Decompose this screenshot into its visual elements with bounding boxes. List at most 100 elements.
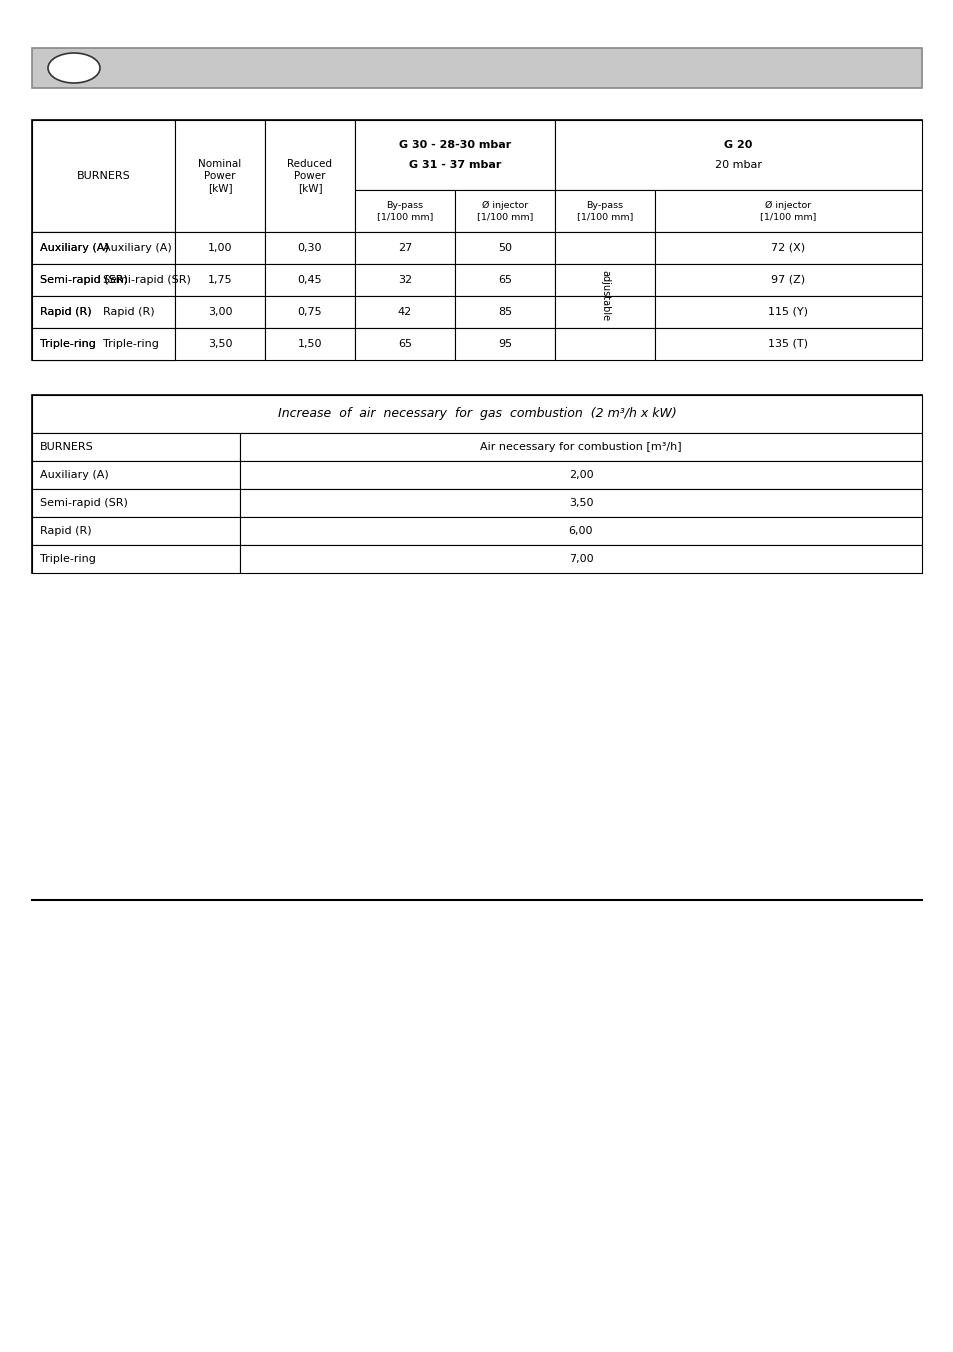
Bar (555, 264, 655, 296)
Text: 7,00: 7,00 (568, 554, 593, 564)
Bar (265, 264, 355, 296)
Text: 95: 95 (497, 339, 512, 349)
Bar (555, 120, 921, 191)
Bar (265, 329, 355, 360)
Text: Rapid (R): Rapid (R) (40, 307, 91, 316)
Bar (32, 264, 174, 296)
Text: 42: 42 (397, 307, 412, 316)
Bar (355, 233, 455, 264)
Bar (555, 296, 655, 329)
Text: 27: 27 (397, 243, 412, 253)
Bar (355, 264, 455, 296)
Bar (455, 329, 555, 360)
Text: 135 (T): 135 (T) (768, 339, 807, 349)
Bar (555, 191, 655, 233)
Bar (240, 545, 921, 573)
Text: 3,50: 3,50 (208, 339, 232, 349)
Text: Air necessary for combustion [m³/h]: Air necessary for combustion [m³/h] (479, 442, 681, 452)
Bar (32, 489, 240, 516)
Bar (32, 433, 240, 461)
Bar (355, 329, 455, 360)
Text: G 31 - 37 mbar: G 31 - 37 mbar (409, 160, 500, 170)
Text: Ø injector
[1/100 mm]: Ø injector [1/100 mm] (476, 201, 533, 220)
Text: Nominal
Power
[kW]: Nominal Power [kW] (198, 160, 241, 192)
Text: 3,00: 3,00 (208, 307, 232, 316)
Bar (32, 461, 240, 489)
Bar (455, 233, 555, 264)
Bar (174, 296, 265, 329)
Bar (32, 329, 174, 360)
Text: Auxiliary (A): Auxiliary (A) (40, 470, 109, 480)
Text: 0,75: 0,75 (297, 307, 322, 316)
Text: 1,00: 1,00 (208, 243, 232, 253)
Bar (32, 395, 921, 573)
Bar (32, 516, 240, 545)
Text: Rapid (R): Rapid (R) (40, 307, 91, 316)
Bar (655, 329, 921, 360)
Text: 97 (Z): 97 (Z) (771, 274, 804, 285)
Bar (32, 49, 921, 88)
Bar (32, 120, 174, 233)
Bar (355, 191, 455, 233)
Bar (32, 395, 921, 433)
Text: 20 mbar: 20 mbar (714, 160, 761, 170)
Text: 50: 50 (497, 243, 512, 253)
Text: Auxiliary (A): Auxiliary (A) (40, 243, 109, 253)
Text: By-pass
[1/100 mm]: By-pass [1/100 mm] (376, 201, 433, 220)
Text: 32: 32 (397, 274, 412, 285)
Text: 2,00: 2,00 (568, 470, 593, 480)
Text: Triple-ring: Triple-ring (103, 339, 159, 349)
Text: 0,30: 0,30 (297, 243, 322, 253)
Text: 1,75: 1,75 (208, 274, 233, 285)
Bar (32, 233, 174, 264)
Bar (174, 120, 265, 233)
Bar (174, 264, 265, 296)
Bar (32, 264, 174, 296)
Bar (355, 296, 455, 329)
Text: 65: 65 (497, 274, 512, 285)
Text: 72 (X): 72 (X) (771, 243, 804, 253)
Text: Reduced
Power
[kW]: Reduced Power [kW] (287, 160, 333, 192)
Text: Semi-rapid (SR): Semi-rapid (SR) (40, 274, 128, 285)
Bar (455, 296, 555, 329)
Bar (32, 545, 240, 573)
Bar (32, 296, 174, 329)
Text: Semi-rapid (SR): Semi-rapid (SR) (40, 274, 128, 285)
Bar (240, 516, 921, 545)
Bar (265, 233, 355, 264)
Text: 6,00: 6,00 (568, 526, 593, 535)
Text: BURNERS: BURNERS (40, 442, 93, 452)
Bar (32, 329, 174, 360)
Bar (655, 233, 921, 264)
Text: 85: 85 (497, 307, 512, 316)
Text: Triple-ring: Triple-ring (40, 339, 95, 349)
Bar (555, 329, 655, 360)
Text: 1,50: 1,50 (297, 339, 322, 349)
Text: 115 (Y): 115 (Y) (768, 307, 807, 316)
Text: Rapid (R): Rapid (R) (103, 307, 155, 316)
Bar (655, 296, 921, 329)
Text: Ø injector
[1/100 mm]: Ø injector [1/100 mm] (760, 201, 816, 220)
Text: Rapid (R): Rapid (R) (40, 526, 91, 535)
Bar (655, 264, 921, 296)
Bar (455, 191, 555, 233)
Text: Increase  of  air  necessary  for  gas  combustion  (2 m³/h x kW): Increase of air necessary for gas combus… (277, 407, 676, 420)
Bar (32, 233, 174, 264)
Text: Semi-rapid (SR): Semi-rapid (SR) (40, 498, 128, 508)
Ellipse shape (48, 53, 100, 82)
Bar (455, 264, 555, 296)
Text: Triple-ring: Triple-ring (40, 554, 95, 564)
Bar (174, 329, 265, 360)
Bar (240, 433, 921, 461)
Text: 3,50: 3,50 (568, 498, 593, 508)
Text: 0,45: 0,45 (297, 274, 322, 285)
Bar (240, 461, 921, 489)
Text: adjustable: adjustable (599, 270, 609, 322)
Bar (555, 233, 655, 264)
Bar (32, 120, 921, 360)
Bar (174, 233, 265, 264)
Bar (655, 191, 921, 233)
Text: Semi-rapid (SR): Semi-rapid (SR) (103, 274, 192, 285)
Bar (32, 296, 174, 329)
Text: 65: 65 (397, 339, 412, 349)
